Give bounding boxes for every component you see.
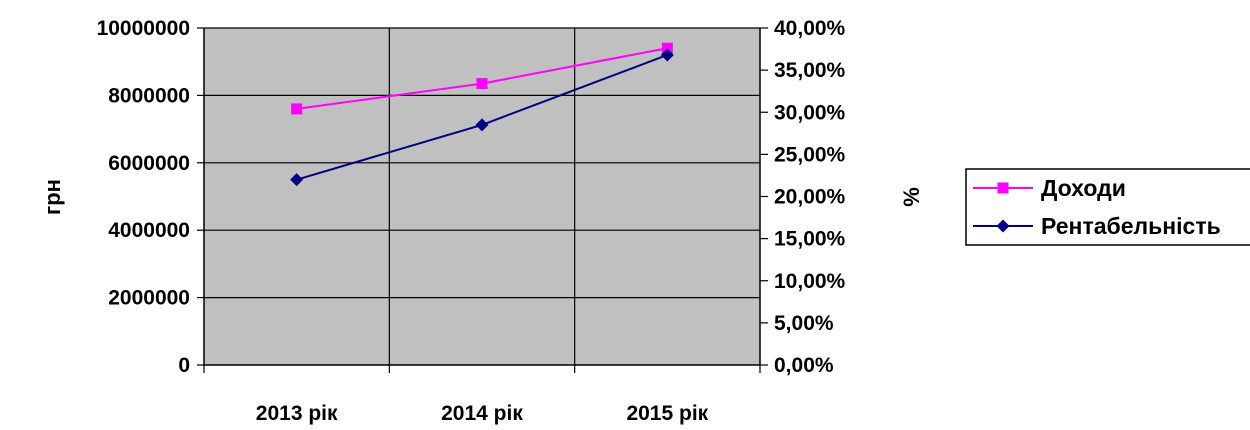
right-tick-label: 15,00%: [774, 228, 846, 251]
left-tick-label: 0: [178, 354, 190, 377]
left-axis-title: грн: [40, 179, 65, 215]
legend-box: [965, 168, 1250, 246]
series-1-point: [291, 103, 303, 115]
right-tick-label: 25,00%: [774, 143, 846, 166]
legend-label-2: Рентабельність: [1041, 213, 1221, 239]
left-tick-label: 6000000: [108, 152, 190, 175]
left-tick-label: 8000000: [108, 84, 190, 107]
right-tick-label: 0,00%: [774, 354, 834, 377]
right-axis-title: %: [899, 187, 924, 207]
series-2-point: [660, 48, 674, 62]
x-tick-label: 2013 рік: [256, 402, 338, 425]
legend-marker-2: [996, 219, 1010, 233]
right-tick-label: 35,00%: [774, 59, 846, 82]
left-y-axis: 0 2000000 4000000 6000000 8000000 10000000: [97, 17, 205, 377]
right-tick-label: 40,00%: [774, 17, 846, 40]
left-tick-label: 2000000: [108, 287, 190, 310]
left-tick-label: 10000000: [97, 17, 190, 40]
series-1-point: [476, 78, 488, 90]
right-tick-label: 30,00%: [774, 101, 846, 124]
series-2-point: [290, 173, 304, 187]
legend: Доходи Рентабельність: [965, 168, 1250, 246]
x-tick-label: 2015 рік: [626, 402, 708, 425]
series-layer: [290, 42, 674, 187]
x-axis: 2013 рік 2014 рік 2015 рік: [203, 364, 761, 425]
right-tick-label: 5,00%: [774, 312, 834, 335]
right-tick-label: 10,00%: [774, 270, 846, 293]
series-2-point: [475, 118, 489, 132]
gridlines: [204, 27, 760, 365]
right-y-axis: 0,00% 5,00% 10,00% 15,00% 20,00% 25,00% 30,00%…: [759, 17, 846, 377]
x-tick-label: 2014 рік: [441, 402, 523, 425]
legend-label-1: Доходи: [1041, 175, 1126, 201]
left-tick-label: 4000000: [108, 219, 190, 242]
legend-marker-1: [997, 182, 1009, 194]
right-tick-label: 20,00%: [774, 186, 846, 209]
series-1-point: [661, 42, 673, 54]
